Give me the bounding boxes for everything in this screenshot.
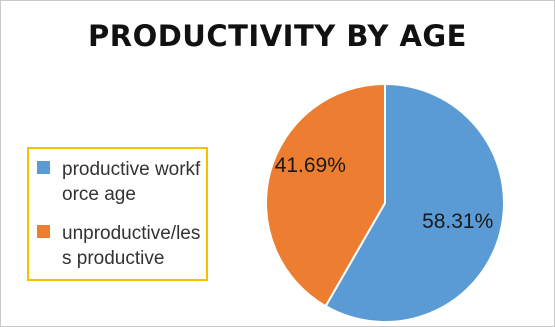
legend-swatch-unproductive — [37, 225, 50, 238]
chart-title: PRODUCTIVITY BY AGE — [88, 19, 467, 53]
data-label-productive: 58.31% — [422, 210, 493, 233]
pie-slice-productive — [324, 82, 505, 323]
legend-label-unproductive: unproductive/less productive — [62, 223, 201, 269]
legend: productive workforce age unproductive/le… — [27, 147, 208, 281]
legend-swatch-productive — [37, 161, 50, 174]
legend-label-productive: productive workforce age — [62, 159, 201, 205]
data-label-unproductive: 41.69% — [275, 154, 346, 177]
pie-slice-unproductive — [265, 82, 386, 308]
